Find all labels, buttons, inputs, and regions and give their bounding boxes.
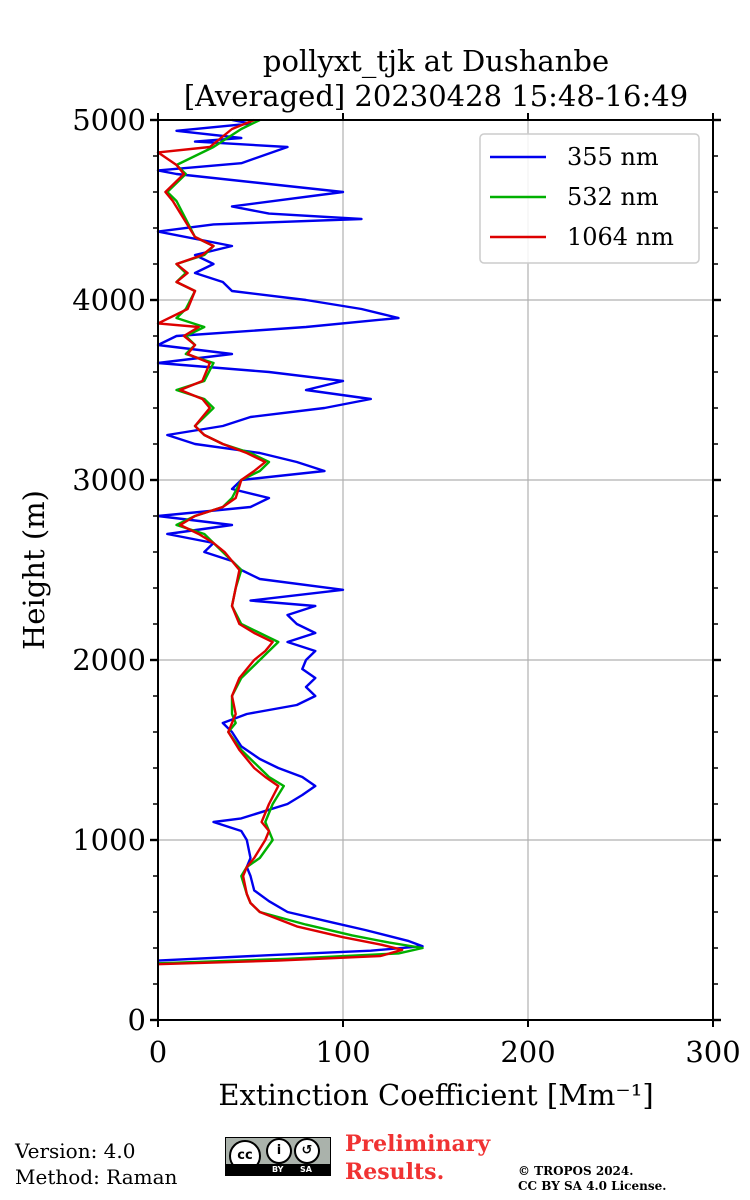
- legend: 355 nm 532 nm 1064 nm: [479, 133, 700, 264]
- preliminary-line-1: Preliminary: [345, 1131, 491, 1157]
- preliminary-results: Preliminary Results.: [345, 1130, 490, 1186]
- y-tick-label: 5000: [72, 103, 146, 137]
- badge-strip: BY SA: [226, 1164, 330, 1175]
- badge-sa-text: SA: [300, 1165, 312, 1174]
- chart-title: pollyxt_tjk at Dushanbe: [263, 44, 609, 79]
- footer-info: Version: 4.0 Method: Raman: [15, 1138, 177, 1190]
- plot-frame: [157, 119, 714, 1021]
- preliminary-line-2: Results.: [345, 1159, 445, 1185]
- y-tick-label: 3000: [72, 463, 146, 497]
- legend-label-2: 1064 nm: [567, 223, 674, 251]
- series-line-2: [156, 118, 404, 966]
- copyright: © TROPOS 2024. CC BY SA 4.0 License.: [518, 1164, 666, 1194]
- chart-subtitle: [Averaged] 20230428 15:48-16:49: [184, 79, 688, 113]
- y-axis-label: Height (m): [17, 490, 51, 650]
- legend-box: [479, 133, 700, 264]
- y-tick-label: 2000: [72, 643, 146, 677]
- y-tick-label: 0: [128, 1003, 146, 1037]
- method-text: Method: Raman: [15, 1165, 178, 1189]
- x-tick-label: 200: [500, 1035, 555, 1069]
- copyright-line-2: CC BY SA 4.0 License.: [518, 1179, 667, 1193]
- y-tick-label: 1000: [72, 823, 146, 857]
- series-line-0: [156, 118, 424, 962]
- x-axis-label: Extinction Coefficient [Mm⁻¹]: [218, 1078, 653, 1112]
- sa-icon: ↺: [294, 1138, 320, 1164]
- copyright-line-1: © TROPOS 2024.: [518, 1164, 634, 1178]
- legend-label-0: 355 nm: [567, 143, 659, 171]
- x-tick-label: 100: [315, 1035, 370, 1069]
- legend-label-1: 532 nm: [567, 183, 659, 211]
- y-tick-label: 4000: [72, 283, 146, 317]
- badge-by-text: BY: [272, 1165, 284, 1174]
- x-tick-label: 0: [149, 1035, 167, 1069]
- x-tick-label: 300: [685, 1035, 740, 1069]
- by-icon: i: [266, 1138, 292, 1164]
- series-lines: [156, 118, 424, 966]
- cc-license-badge: cc i ↺ BY SA: [225, 1137, 331, 1176]
- series-line-1: [157, 118, 424, 965]
- version-text: Version: 4.0: [15, 1139, 136, 1163]
